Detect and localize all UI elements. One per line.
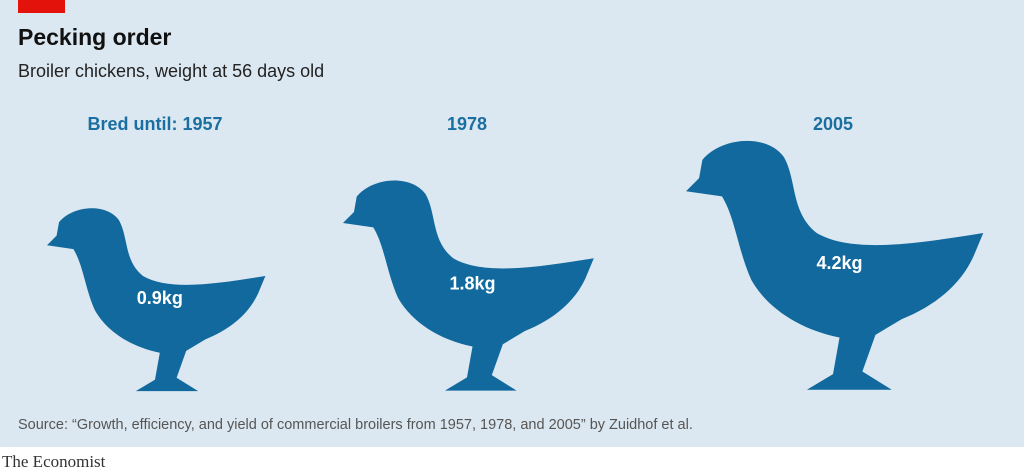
chart-title: Pecking order bbox=[18, 24, 171, 50]
chicken bbox=[47, 208, 266, 392]
value-label: 4.2kg bbox=[817, 253, 863, 273]
publisher: The Economist bbox=[2, 452, 106, 471]
chicken bbox=[686, 140, 984, 390]
category-label: 1978 bbox=[447, 114, 487, 134]
source: Source: “Growth, efficiency, and yield o… bbox=[18, 417, 693, 433]
chart-subtitle: Broiler chickens, weight at 56 days old bbox=[18, 61, 324, 81]
red-tag bbox=[18, 0, 65, 13]
value-label: 1.8kg bbox=[449, 273, 495, 293]
chicken bbox=[342, 180, 594, 391]
category-label: 2005 bbox=[813, 114, 853, 134]
value-label: 0.9kg bbox=[137, 288, 183, 308]
category-label: Bred until: 1957 bbox=[87, 114, 222, 134]
